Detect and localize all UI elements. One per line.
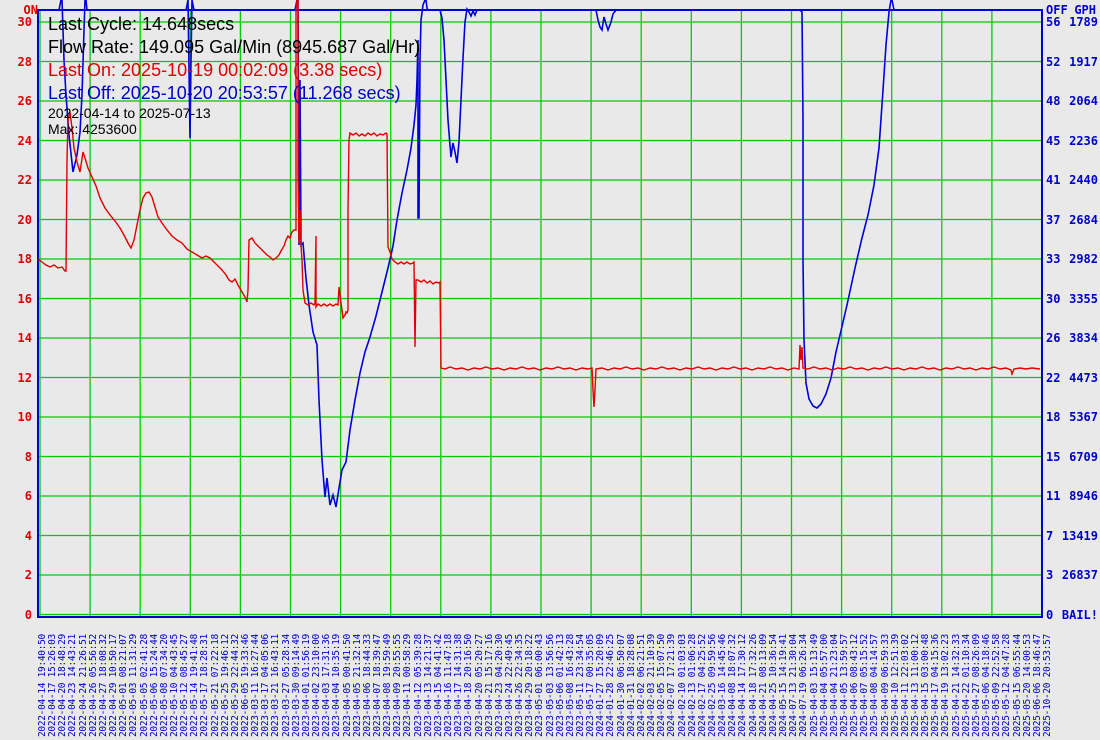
x-axis-tick: 2025-04-21 14:32:33 — [950, 634, 962, 737]
left-axis-tick: 0 — [24, 607, 32, 622]
right-axis-gph-tick: 13419 — [1061, 528, 1098, 543]
left-axis-tick: 8 — [24, 449, 32, 464]
last-on-text: Last On: 2025-10-19 00:02:09 (3.38 secs) — [48, 60, 383, 80]
x-axis-tick: 2025-05-15 06:55:44 — [1011, 634, 1023, 737]
right-axis-gph-title: GPH — [1074, 3, 1096, 17]
x-axis-tick: 2023-04-21 15:17:16 — [483, 634, 495, 737]
right-axis-off-tick: 15 — [1046, 449, 1061, 464]
right-axis-off-tick: 11 — [1046, 489, 1061, 503]
last-off-text: Last Off: 2025-10-20 20:53:57 (11.268 se… — [48, 83, 401, 103]
left-axis-tick: 16 — [17, 291, 32, 306]
off-seconds-line — [38, 0, 1040, 508]
x-axis-tick: 2023-03-27 05:28:34 — [280, 634, 292, 737]
left-axis-tick: 18 — [17, 252, 32, 266]
left-axis-tick: 22 — [17, 173, 32, 187]
x-axis-tick: 2023-04-20 05:20:27 — [473, 634, 485, 737]
x-axis-tick: 2024-07-19 06:26:34 — [798, 634, 810, 737]
left-axis-tick: 2 — [24, 568, 32, 582]
right-axis-gph-tick: 2982 — [1069, 252, 1098, 266]
x-axis-tick: 2023-04-04 10:35:19 — [331, 634, 343, 737]
right-axis-gph-tick: 26837 — [1061, 568, 1098, 582]
last-cycle-text: Last Cycle: 14.648secs — [48, 14, 235, 34]
right-axis-off-tick: 33 — [1046, 252, 1061, 266]
flow-rate-text: Flow Rate: 149.095 Gal/Min (8945.687 Gal… — [48, 37, 421, 57]
on-seconds-line — [37, 0, 1041, 408]
right-axis-off-tick: 37 — [1046, 212, 1061, 227]
right-axis-off-tick: 56 — [1046, 15, 1061, 29]
left-axis-title: ON — [23, 3, 38, 17]
x-axis-tick: 2024-04-14 17:30:12 — [737, 634, 749, 737]
date-range-text: 2022-04-14 to 2025-07-13 — [48, 105, 211, 121]
right-axis-off-title: OFF — [1046, 3, 1068, 17]
right-axis-off-tick: 45 — [1046, 133, 1061, 148]
x-axis-tick: 2022-05-06 15:24:44 — [148, 634, 160, 737]
left-axis-tick: 28 — [17, 54, 32, 69]
right-axis-gph-tick: 2236 — [1069, 133, 1098, 148]
right-axis-off-tick: 30 — [1046, 291, 1061, 306]
right-axis-off-tick: 52 — [1046, 54, 1061, 69]
x-axis-tick: 2022-04-24 21:26:51 — [77, 634, 89, 737]
left-axis-tick: 4 — [24, 528, 32, 543]
right-axis-off-tick: 22 — [1046, 370, 1061, 385]
right-axis-gph-tick: 6709 — [1069, 449, 1098, 464]
right-axis-off-tick: 48 — [1046, 94, 1061, 108]
x-axis-tick: 2024-01-30 06:50:07 — [615, 634, 627, 737]
x-axis-tick: 2022-05-17 18:28:31 — [199, 634, 211, 737]
left-axis-tick: 26 — [17, 94, 32, 108]
x-axis-tick: 2022-05-03 11:31:29 — [128, 634, 140, 737]
right-axis-off-tick: 41 — [1046, 173, 1061, 187]
left-axis-tick: 24 — [17, 133, 32, 148]
right-axis-gph-tick: 2440 — [1069, 173, 1098, 187]
x-axis-tick: 2025-04-09 06:59:33 — [879, 634, 891, 737]
x-axis-tick: 2025-04-04 05:57:00 — [818, 634, 830, 737]
left-axis-tick: 10 — [17, 410, 32, 424]
x-axis-tick: 2024-02-10 01:03:03 — [676, 634, 688, 737]
x-axis-tick: 2022-05-05 02:41:28 — [138, 634, 150, 737]
x-axis-tick: 2024-02-07 17:21:39 — [666, 634, 678, 737]
x-axis-tick: 2023-04-18 20:16:50 — [463, 634, 475, 737]
right-axis-gph-tick: 2064 — [1069, 94, 1098, 108]
right-axis-gph-tick: 2684 — [1069, 212, 1098, 227]
right-axis-gph-tick: 4473 — [1069, 370, 1098, 385]
right-axis-off-tick: 26 — [1046, 331, 1061, 345]
right-axis-off-tick: 18 — [1046, 410, 1061, 424]
left-axis-tick: 20 — [17, 212, 32, 227]
right-axis-gph-tick: 1917 — [1069, 54, 1098, 69]
right-axis-off-tick: 3 — [1046, 568, 1054, 582]
x-axis-tick: 2023-04-05 00:41:50 — [341, 634, 353, 737]
x-axis-tick: 2025-04-08 04:14:57 — [869, 634, 881, 737]
left-axis-tick: 12 — [17, 370, 32, 385]
x-axis-tick: 2025-04-19 13:02:23 — [940, 634, 952, 737]
x-axis-tick: 2025-10-20 20:53:57 — [1042, 634, 1053, 737]
x-axis-tick: 2023-04-12 05:39:28 — [412, 634, 424, 737]
x-axis-tick: 2023-03-21 16:43:11 — [270, 634, 282, 737]
right-axis-gph-tick: 8946 — [1069, 489, 1098, 503]
right-axis-gph-tick: 3355 — [1069, 291, 1098, 306]
right-axis-gph-tick: 5367 — [1069, 410, 1098, 424]
right-axis-gph-tick: 1789 — [1069, 15, 1098, 29]
max-value-text: Max: 4253600 — [48, 121, 137, 137]
x-axis-tick: 2023-05-03 13:56:56 — [544, 634, 556, 737]
right-axis-gph-tick: 3834 — [1069, 331, 1098, 345]
x-axis-tick: 2024-04-18 17:32:26 — [747, 634, 759, 737]
x-axis-tick: 2023-05-01 06:00:43 — [534, 634, 546, 737]
x-axis-tick: 2023-04-11 00:58:29 — [402, 634, 414, 737]
left-axis-tick: 30 — [17, 15, 32, 29]
left-axis-tick: 6 — [24, 489, 32, 503]
x-axis-tick: 2024-01-28 22:46:25 — [605, 634, 617, 737]
x-axis-tick: 2025-05-12 04:47:28 — [1001, 634, 1013, 737]
left-axis-tick: 14 — [17, 331, 32, 345]
right-axis-gph-tick: BAIL! — [1061, 607, 1098, 622]
right-axis-off-tick: 7 — [1046, 528, 1054, 543]
x-axis-tick: 2022-05-21 07:22:18 — [209, 634, 221, 737]
x-axis-tick: 2025-04-03 15:13:49 — [808, 634, 820, 737]
right-axis-off-tick: 0 — [1046, 607, 1054, 622]
x-axis-tick: 2022-04-23 14:43:21 — [67, 634, 79, 737]
